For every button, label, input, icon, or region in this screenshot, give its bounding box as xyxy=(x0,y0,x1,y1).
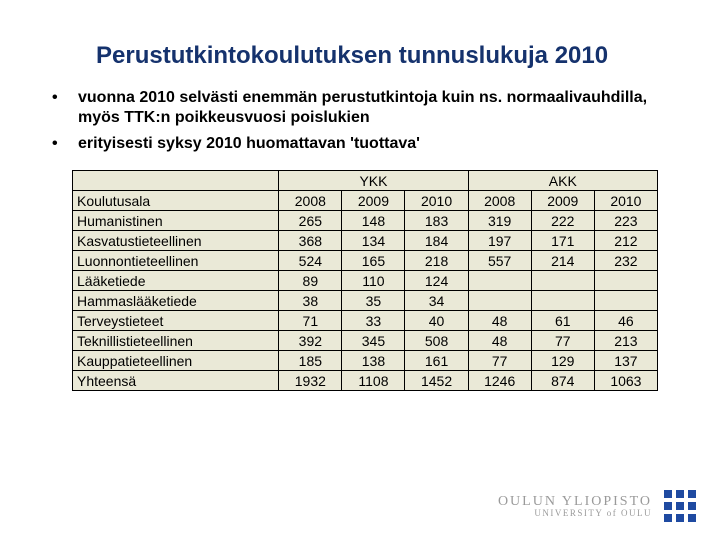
table-cell: 508 xyxy=(405,331,468,351)
table-row-label: Terveystieteet xyxy=(73,311,279,331)
table-col-header: 2010 xyxy=(594,191,657,211)
bullet-list: vuonna 2010 selvästi enemmän perustutkin… xyxy=(52,88,680,154)
table-cell: 48 xyxy=(468,311,531,331)
table-row: Luonnontieteellinen524165218557214232 xyxy=(73,251,658,271)
table-cell: 223 xyxy=(594,211,657,231)
table-group-header: YKK xyxy=(279,171,468,191)
table-cell: 265 xyxy=(279,211,342,231)
table-cell: 218 xyxy=(405,251,468,271)
table-cell: 185 xyxy=(279,351,342,371)
table-cell: 61 xyxy=(531,311,594,331)
footer: OULUN YLIOPISTO UNIVERSITY of OULU xyxy=(498,488,698,524)
table-row-label: Hammaslääketiede xyxy=(73,291,279,311)
table-row-label: Luonnontieteellinen xyxy=(73,251,279,271)
table-row: Teknillistieteellinen3923455084877213 xyxy=(73,331,658,351)
data-table: YKK AKK Koulutusala 2008 2009 2010 2008 … xyxy=(72,170,658,391)
table-row-label: Teknillistieteellinen xyxy=(73,331,279,351)
table-cell: 524 xyxy=(279,251,342,271)
table-cell: 46 xyxy=(594,311,657,331)
table-cell: 1246 xyxy=(468,371,531,391)
table-row-label: Kauppatieteellinen xyxy=(73,351,279,371)
table-cell: 110 xyxy=(342,271,405,291)
table-cell: 40 xyxy=(405,311,468,331)
table-col-header: 2008 xyxy=(279,191,342,211)
table-cell: 1063 xyxy=(594,371,657,391)
table-cell: 129 xyxy=(531,351,594,371)
table-row: Yhteensä19321108145212468741063 xyxy=(73,371,658,391)
table-cell: 171 xyxy=(531,231,594,251)
table-cell: 1452 xyxy=(405,371,468,391)
table-cell xyxy=(594,291,657,311)
table-row: Kauppatieteellinen18513816177129137 xyxy=(73,351,658,371)
table-cell: 38 xyxy=(279,291,342,311)
table-row-label: Lääketiede xyxy=(73,271,279,291)
table-cell: 48 xyxy=(468,331,531,351)
table-header-group-row: YKK AKK xyxy=(73,171,658,191)
table-cell: 1108 xyxy=(342,371,405,391)
table-row: Hammaslääketiede383534 xyxy=(73,291,658,311)
table-header-year-row: Koulutusala 2008 2009 2010 2008 2009 201… xyxy=(73,191,658,211)
table-cell: 214 xyxy=(531,251,594,271)
university-logo-icon xyxy=(662,488,698,524)
table-cell: 124 xyxy=(405,271,468,291)
table-cell: 138 xyxy=(342,351,405,371)
table-col-header: 2009 xyxy=(531,191,594,211)
table-corner-empty xyxy=(73,171,279,191)
table-cell xyxy=(531,291,594,311)
table-cell xyxy=(531,271,594,291)
table-cell: 35 xyxy=(342,291,405,311)
table-cell: 165 xyxy=(342,251,405,271)
table-cell: 212 xyxy=(594,231,657,251)
table-group-header: AKK xyxy=(468,171,657,191)
table-cell: 319 xyxy=(468,211,531,231)
table-cell: 77 xyxy=(468,351,531,371)
table-cell: 77 xyxy=(531,331,594,351)
table-cell xyxy=(468,271,531,291)
table-cell: 1932 xyxy=(279,371,342,391)
table-cell: 392 xyxy=(279,331,342,351)
university-name-en: UNIVERSITY of OULU xyxy=(498,509,652,518)
page-title: Perustutkintokoulutuksen tunnuslukuja 20… xyxy=(96,42,680,70)
table-row: Kasvatustieteellinen368134184197171212 xyxy=(73,231,658,251)
bullet-item: vuonna 2010 selvästi enemmän perustutkin… xyxy=(52,88,680,128)
table-row-label: Humanistinen xyxy=(73,211,279,231)
table-cell: 874 xyxy=(531,371,594,391)
table-cell xyxy=(594,271,657,291)
table-cell: 368 xyxy=(279,231,342,251)
table-cell: 71 xyxy=(279,311,342,331)
university-text: OULUN YLIOPISTO UNIVERSITY of OULU xyxy=(498,495,652,518)
bullet-item: erityisesti syksy 2010 huomattavan 'tuot… xyxy=(52,134,680,154)
table-cell: 137 xyxy=(594,351,657,371)
table-row: Humanistinen265148183319222223 xyxy=(73,211,658,231)
table-row-label: Kasvatustieteellinen xyxy=(73,231,279,251)
table-cell: 161 xyxy=(405,351,468,371)
table-cell: 134 xyxy=(342,231,405,251)
table-cell: 345 xyxy=(342,331,405,351)
table-cell: 184 xyxy=(405,231,468,251)
table-body: Humanistinen265148183319222223Kasvatusti… xyxy=(73,211,658,391)
table-label-header: Koulutusala xyxy=(73,191,279,211)
table-col-header: 2008 xyxy=(468,191,531,211)
table-cell: 183 xyxy=(405,211,468,231)
table-cell: 232 xyxy=(594,251,657,271)
table-cell: 222 xyxy=(531,211,594,231)
table-cell: 89 xyxy=(279,271,342,291)
table-cell: 34 xyxy=(405,291,468,311)
table-row: Lääketiede89110124 xyxy=(73,271,658,291)
table-cell: 557 xyxy=(468,251,531,271)
university-name-fi: OULUN YLIOPISTO xyxy=(498,495,652,509)
table-row-label: Yhteensä xyxy=(73,371,279,391)
table-cell: 213 xyxy=(594,331,657,351)
table-cell xyxy=(468,291,531,311)
table-col-header: 2010 xyxy=(405,191,468,211)
table-cell: 33 xyxy=(342,311,405,331)
table-col-header: 2009 xyxy=(342,191,405,211)
table-row: Terveystieteet713340486146 xyxy=(73,311,658,331)
table-cell: 148 xyxy=(342,211,405,231)
table-cell: 197 xyxy=(468,231,531,251)
